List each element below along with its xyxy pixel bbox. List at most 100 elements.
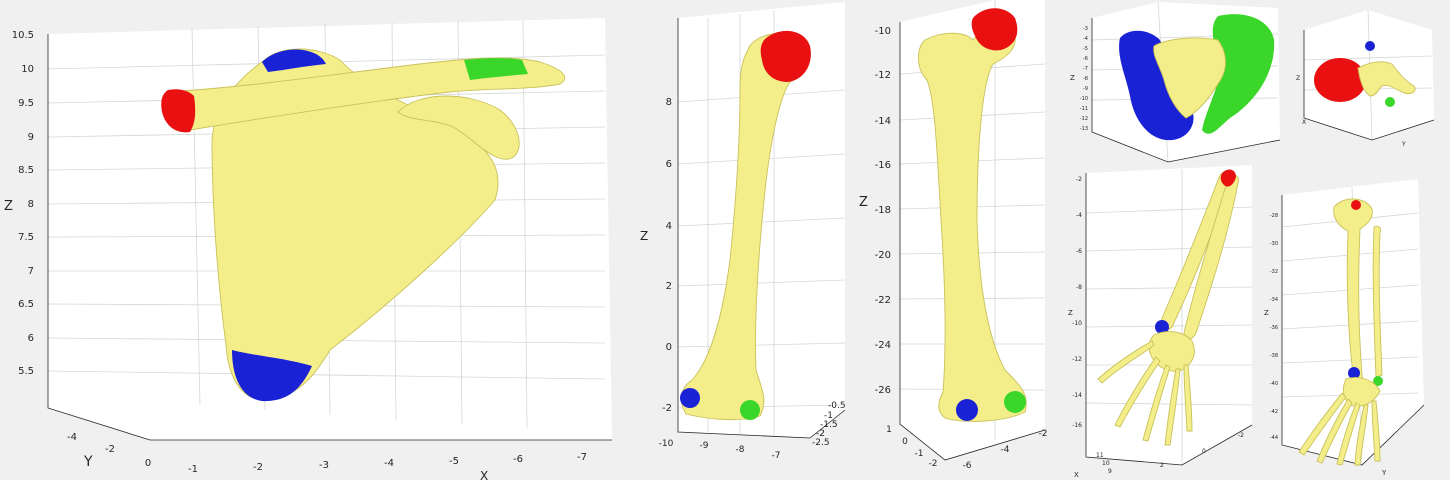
femur-lateral-condyle-landmark bbox=[1004, 391, 1026, 413]
coracoid-process bbox=[397, 95, 520, 160]
z-tick: -10 bbox=[1072, 320, 1082, 327]
left-hip-bone bbox=[1119, 30, 1194, 141]
y-tick: 2 bbox=[1160, 462, 1164, 469]
z-tick: -2 bbox=[1076, 176, 1082, 183]
panel-forearm-hand: -2 -4 -6 -8 -10 -12 -14 -16 Z 11 10 9 X … bbox=[1068, 165, 1253, 479]
y-tick: -4 bbox=[1001, 445, 1010, 455]
z-tick: 8.5 bbox=[18, 165, 34, 176]
z-axis-label: Z bbox=[640, 229, 648, 243]
x-tick: -7 bbox=[577, 452, 587, 463]
vertebra-blue-landmark bbox=[1365, 41, 1375, 51]
x-tick: 11 bbox=[1096, 452, 1104, 459]
x-tick: -5 bbox=[449, 456, 459, 467]
y-tick: -4 bbox=[67, 432, 77, 443]
z-tick: -5 bbox=[1083, 46, 1088, 52]
z-tick: -12 bbox=[1072, 356, 1082, 363]
ankle-lateral-landmark bbox=[1373, 376, 1383, 386]
z-tick: 8 bbox=[666, 97, 672, 108]
z-tick: -6 bbox=[1083, 56, 1088, 62]
vertebral-arch bbox=[1357, 61, 1416, 97]
x-tick: -4 bbox=[384, 458, 394, 469]
y-axis-label: Y bbox=[1381, 469, 1387, 477]
x-tick: -1 bbox=[915, 449, 924, 459]
clavicle bbox=[167, 57, 566, 131]
z-axis-label: Z bbox=[859, 195, 868, 210]
y-tick: -2 bbox=[1238, 432, 1244, 439]
z-tick: -4 bbox=[1083, 36, 1088, 42]
humerus bbox=[680, 32, 808, 421]
z-tick: -3 bbox=[1083, 26, 1088, 32]
y-tick: -2 bbox=[1039, 429, 1048, 439]
y-axis-label: Y bbox=[83, 454, 93, 470]
z-tick: 0 bbox=[666, 342, 672, 353]
z-tick: -44 bbox=[1270, 435, 1278, 441]
z-tick: 2 bbox=[666, 281, 672, 292]
clavicle-medial-landmark bbox=[161, 89, 196, 133]
z-tick: 8 bbox=[28, 199, 34, 210]
y-tick: -6 bbox=[963, 461, 972, 471]
z-tick: 9 bbox=[28, 132, 34, 143]
fingers bbox=[1097, 340, 1193, 446]
forearm-distal-landmark bbox=[1155, 320, 1169, 334]
radius bbox=[1183, 175, 1239, 340]
z-tick: -18 bbox=[875, 205, 891, 216]
femur-medial-condyle-landmark bbox=[956, 399, 978, 421]
vertebra-green-landmark bbox=[1385, 97, 1395, 107]
femoral-head-landmark bbox=[971, 8, 1018, 51]
z-tick: -38 bbox=[1270, 353, 1278, 359]
x-axis-label: X bbox=[1074, 471, 1079, 479]
z-tick: -12 bbox=[1080, 116, 1088, 122]
panel-pelvis: -3 -4 -5 -6 -7 -8 -9 -10 -11 -12 -13 Z bbox=[1070, 1, 1281, 163]
z-tick: -24 bbox=[875, 340, 891, 351]
z-tick: -4 bbox=[1076, 212, 1082, 219]
tibia bbox=[1333, 198, 1373, 386]
z-tick: -12 bbox=[875, 70, 891, 81]
scapula-superior-landmark bbox=[262, 49, 326, 72]
z-tick: 4 bbox=[666, 221, 672, 232]
y-tick: -1.5 bbox=[820, 420, 838, 430]
z-tick: 10.5 bbox=[12, 30, 34, 41]
z-tick: 9.5 bbox=[18, 98, 34, 109]
scapula-inferior-landmark bbox=[232, 350, 312, 402]
panel-humerus: 8 6 4 2 0 -2 Z -10 -9 -8 -7 -0.5 -1 -1.5… bbox=[640, 2, 846, 461]
x-tick: -10 bbox=[659, 439, 674, 449]
clavicle-lateral-landmark bbox=[464, 58, 528, 80]
z-tick: -11 bbox=[1080, 106, 1088, 112]
humeral-head-landmark bbox=[760, 30, 811, 82]
y-tick: -2.5 bbox=[812, 438, 830, 448]
z-tick: 6 bbox=[666, 159, 672, 170]
z-axis-label: Z bbox=[1264, 309, 1269, 317]
toes bbox=[1298, 392, 1381, 466]
z-axis-label: Z bbox=[4, 199, 13, 214]
x-tick: 0 bbox=[902, 437, 908, 447]
z-tick: -14 bbox=[1072, 392, 1082, 399]
z-tick: 5.5 bbox=[18, 366, 34, 377]
ankle-medial-landmark bbox=[1348, 367, 1360, 379]
z-tick: -7 bbox=[1083, 66, 1088, 72]
sacrum bbox=[1153, 37, 1226, 119]
x-tick: -9 bbox=[700, 441, 709, 451]
z-tick: -8 bbox=[1076, 284, 1082, 291]
x-tick: -8 bbox=[736, 445, 745, 455]
x-tick: -3 bbox=[319, 460, 329, 471]
z-tick: -30 bbox=[1270, 241, 1278, 247]
z-tick: -10 bbox=[875, 26, 891, 37]
x-tick: -6 bbox=[513, 454, 523, 465]
z-tick: -16 bbox=[1072, 422, 1082, 429]
z-tick: -42 bbox=[1270, 409, 1278, 415]
z-tick: -22 bbox=[875, 295, 891, 306]
z-tick: -2 bbox=[662, 403, 672, 414]
x-axis-label: X bbox=[1302, 119, 1306, 126]
z-tick: -9 bbox=[1083, 86, 1088, 92]
z-tick: -10 bbox=[1080, 96, 1088, 102]
z-tick: 7 bbox=[28, 266, 34, 277]
z-tick: 6.5 bbox=[18, 299, 34, 310]
z-axis-label: Z bbox=[1068, 309, 1073, 317]
panel-leg-foot: -28 -30 -32 -34 -36 -38 -40 -42 -44 Z Y bbox=[1264, 179, 1425, 477]
x-tick: -7 bbox=[772, 451, 781, 461]
vertebral-body-landmark bbox=[1314, 58, 1366, 102]
axis-box bbox=[1303, 30, 1435, 141]
z-tick: -8 bbox=[1083, 76, 1088, 82]
y-axis-label: Y bbox=[1401, 141, 1406, 148]
